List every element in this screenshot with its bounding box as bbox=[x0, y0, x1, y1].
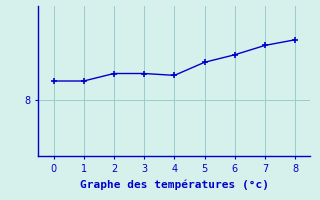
X-axis label: Graphe des températures (°c): Graphe des températures (°c) bbox=[80, 179, 269, 190]
